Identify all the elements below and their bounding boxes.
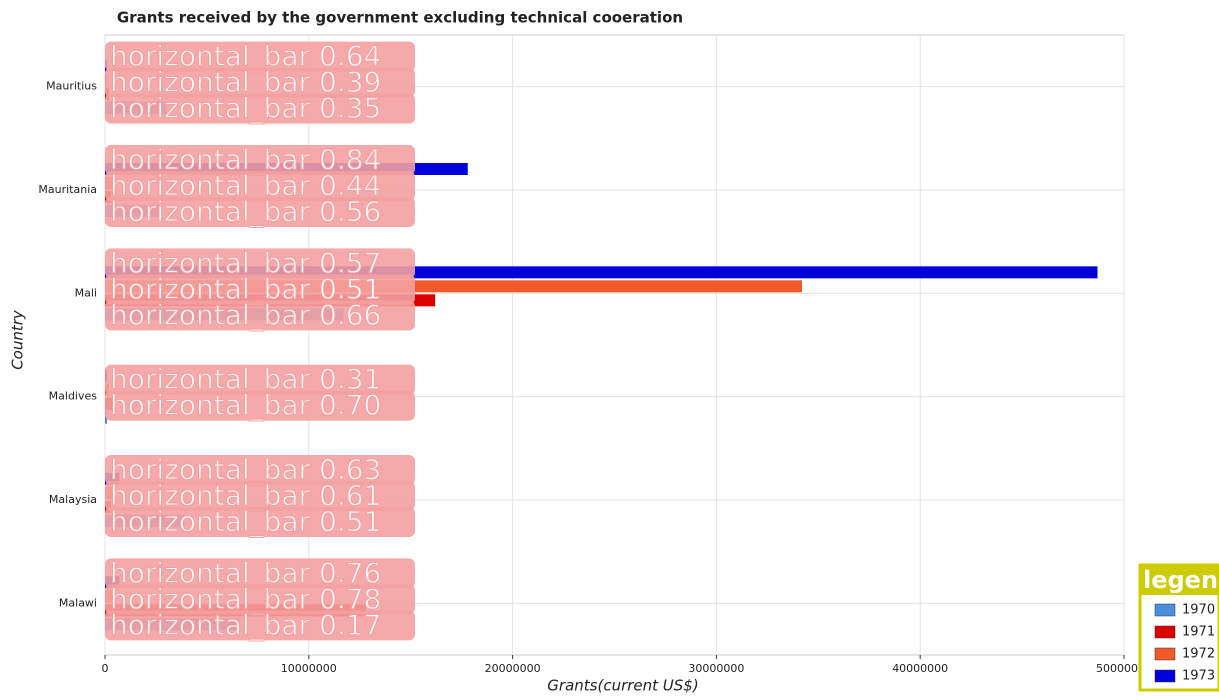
annotation: horizontal_bar 0.31 (110, 363, 381, 396)
annotation: horizontal_bar 0.78 (110, 582, 381, 615)
x-tick-label: 10000000 (281, 662, 337, 675)
annotation-box (105, 67, 415, 98)
legend-swatch (1154, 625, 1176, 639)
x-tick-label: 40000000 (892, 662, 948, 675)
annotation-box (105, 197, 415, 227)
y-tick-label: Malawi (59, 596, 97, 609)
legend-label: 1972 (1182, 647, 1215, 662)
annotation: horizontal_bar 0.44 (110, 169, 381, 202)
annotation-box (105, 248, 415, 279)
annotation: horizontal_bar 0.63 (110, 453, 381, 486)
legend-label: 1971 (1182, 625, 1215, 640)
annotation-box (105, 481, 415, 511)
y-tick-label: Mali (75, 286, 97, 299)
legend-swatch (1154, 647, 1176, 661)
annotation-box (105, 274, 415, 305)
x-tick-label: 20000000 (485, 662, 541, 675)
annotation-box (105, 93, 415, 124)
y-tick-label: Mauritius (46, 80, 97, 93)
annotation: horizontal_bar 0.17 (110, 608, 381, 641)
x-tick-label: 50000000 (1096, 662, 1152, 675)
annotation-box (105, 455, 415, 485)
y-tick-label: Mauritania (38, 183, 97, 196)
annotation: horizontal_bar 0.39 (110, 66, 381, 99)
legend-swatch (1154, 603, 1176, 617)
annotation: horizontal_bar 0.84 (110, 143, 381, 176)
x-tick-label: 0 (102, 662, 109, 675)
annotation: horizontal_bar 0.51 (110, 505, 381, 538)
x-axis-label: Grants(current US$) (547, 677, 698, 695)
annotation-box (105, 584, 415, 615)
annotation-box (105, 300, 415, 331)
annotation-box (105, 145, 415, 175)
y-axis-label: Country (9, 309, 27, 370)
annotation-box (105, 364, 415, 395)
x-tick-label: 30000000 (688, 662, 744, 675)
annotation: horizontal_bar 0.35 (110, 92, 381, 125)
y-tick-label: Maldives (49, 390, 98, 403)
plot-area (104, 34, 1125, 656)
annotation: horizontal_bar 0.51 (110, 272, 381, 305)
annotation: horizontal_bar 0.61 (110, 479, 381, 512)
annotation-box (105, 610, 415, 641)
annotation-box (105, 41, 415, 72)
annotation-box (105, 558, 415, 589)
annotation: horizontal_bar 0.76 (110, 556, 381, 589)
legend-label: 1973 (1182, 669, 1215, 684)
y-tick-label: Malaysia (49, 493, 97, 506)
legend-title-bg (1140, 565, 1219, 595)
annotation: horizontal_bar 0.66 (110, 298, 381, 331)
annotation: horizontal_bar 0.57 (110, 246, 381, 279)
legend-label: 1970 (1182, 603, 1215, 618)
annotation-box (105, 507, 415, 537)
chart-title: Grants received by the government exclud… (117, 9, 683, 27)
legend-swatch (1154, 669, 1176, 683)
annotation-box (105, 171, 415, 201)
annotation-box (105, 390, 415, 421)
annotation: horizontal_bar 0.64 (110, 40, 381, 73)
legend: legend 1970 1971 1972 1973 (1138, 563, 1219, 692)
legend-title: legend (1143, 566, 1219, 594)
annotation: horizontal_bar 0.56 (110, 195, 381, 228)
annotation: horizontal_bar 0.70 (110, 389, 381, 422)
